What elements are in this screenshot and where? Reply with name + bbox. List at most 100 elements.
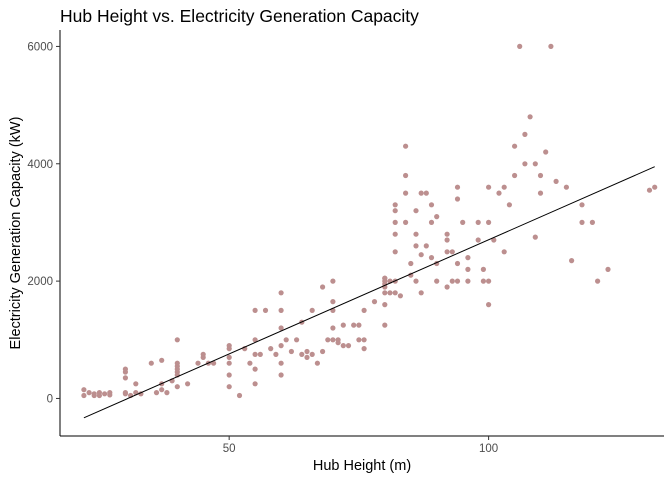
data-point [454,260,461,267]
data-point [449,249,455,255]
data-point [392,202,398,208]
data-point [226,372,232,378]
x-tick-label: 50 [223,443,236,455]
data-point [428,202,435,208]
data-point [387,290,393,296]
data-point [532,161,538,167]
data-point [522,131,528,137]
data-point [408,260,414,267]
data-point [595,278,601,284]
data-point [122,366,128,372]
data-point [278,372,284,378]
data-point [403,219,409,225]
data-point [491,237,497,243]
ticks-layer: 50 100 0 2000 4000 6000 [27,41,498,455]
data-point [330,325,336,331]
data-point [486,302,492,308]
data-point [371,299,378,305]
y-axis-title: Electricity Generation Capacity (kW) [8,117,24,350]
data-point [537,190,544,196]
data-point [257,351,263,357]
data-point [501,184,507,190]
data-point [605,266,611,272]
data-point [413,231,419,237]
data-point [226,354,232,360]
data-point [320,348,326,355]
data-point [392,219,398,225]
data-point [486,278,492,284]
data-point [268,346,274,352]
data-point [361,337,367,343]
data-point [646,187,653,193]
data-point [403,190,409,196]
data-point [320,284,326,290]
data-point [153,390,160,396]
data-point [413,208,419,214]
data-point [81,387,87,393]
data-point [392,249,398,255]
data-point [185,381,191,387]
data-point [434,278,440,284]
data-point [304,354,310,360]
data-point [537,172,544,179]
data-point [569,258,575,264]
data-point [486,184,492,190]
data-point [164,390,170,396]
trend-line [83,166,655,419]
data-point [356,322,362,328]
data-point [340,322,346,328]
data-point [589,219,596,225]
data-point [652,184,658,190]
data-point [403,143,409,149]
data-point [423,190,429,196]
data-point [392,208,398,214]
data-point [226,384,232,390]
data-point [454,278,461,284]
data-point [382,275,388,281]
data-point [475,237,481,243]
data-point [517,43,523,50]
data-point [309,351,315,357]
data-point [506,202,512,208]
data-point [454,184,461,190]
data-point [454,196,461,202]
data-point [330,299,336,305]
data-point [486,219,492,225]
data-point [262,307,269,313]
data-point [392,231,398,237]
data-point [527,114,533,120]
data-point [382,290,388,296]
data-point [444,237,450,243]
data-point [475,219,481,225]
data-point [444,284,450,290]
data-point [465,278,471,284]
chart-title: Hub Height vs. Electricity Generation Ca… [60,6,419,26]
data-point [361,307,367,313]
data-point [174,360,180,366]
data-point [278,325,284,331]
data-point [122,391,128,397]
data-point [252,307,258,313]
data-point [496,190,502,196]
data-point [81,392,87,399]
data-point [133,381,139,387]
data-point [382,322,388,328]
data-point [330,278,336,284]
data-point [174,337,180,343]
data-point [511,172,518,179]
data-point [361,346,367,352]
data-point [96,392,102,399]
y-tick-label: 2000 [27,276,53,288]
data-point [522,161,528,167]
data-point [226,343,232,349]
data-point [449,278,455,284]
data-point [252,351,258,357]
data-point [444,231,450,237]
data-point [428,255,435,261]
data-point [102,391,108,397]
data-point [309,307,315,313]
x-axis-title: Hub Height (m) [313,458,411,474]
data-point [579,202,585,208]
data-point [304,348,310,355]
